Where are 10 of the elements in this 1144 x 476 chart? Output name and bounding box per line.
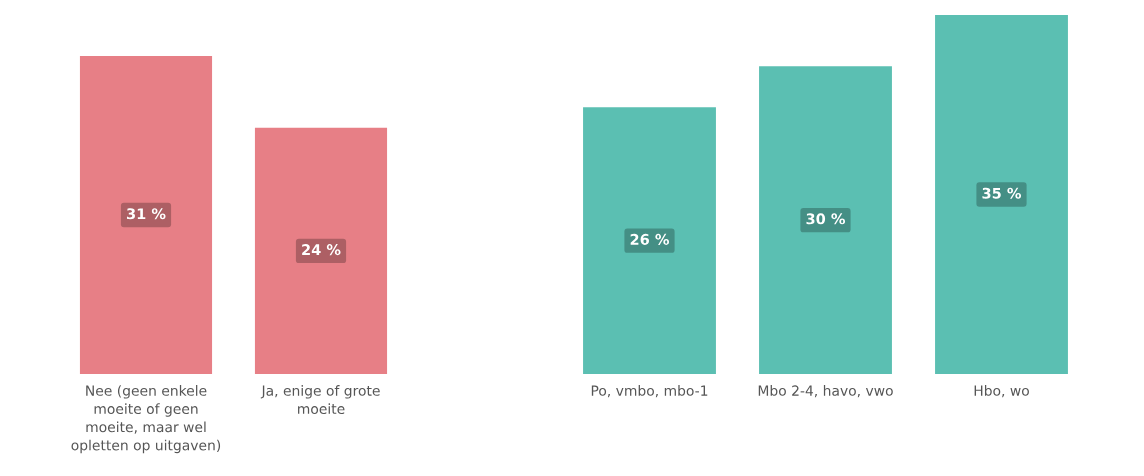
data-label: 30 % <box>806 213 846 225</box>
x-tick-label: Ja, enige of grote moeite <box>260 385 380 415</box>
data-label: 26 % <box>630 233 670 245</box>
data-label: 24 % <box>302 244 341 256</box>
x-tick-label: Po, vmbo, mbo-1 <box>591 385 708 398</box>
data-label: 31 % <box>126 208 166 220</box>
x-tick-label: Hbo, wo <box>974 385 1029 398</box>
x-tick-label: Nee (geen enkele moeite of geen moeite, maar wel opletten op uitgaven) <box>71 385 221 454</box>
x-tick-label: Mbo 2-4, havo, vwo <box>758 385 893 398</box>
data-label: 35 % <box>982 187 1022 199</box>
